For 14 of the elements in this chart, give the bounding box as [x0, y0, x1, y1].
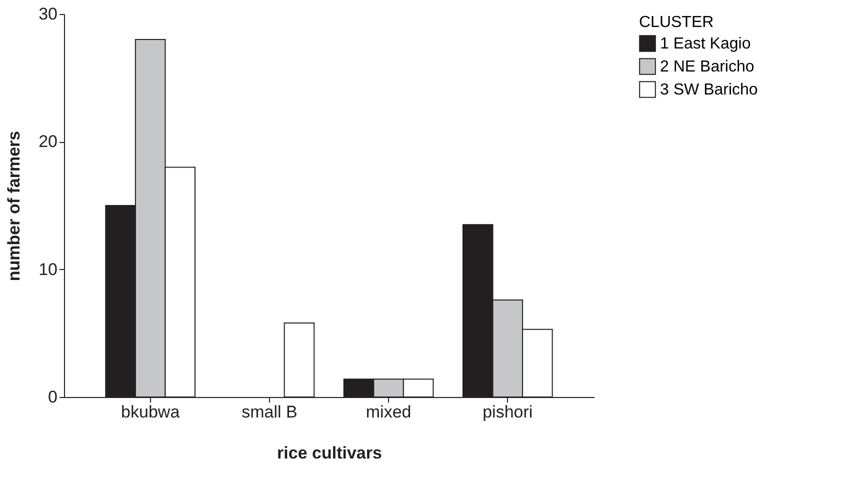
x-tick-label: bkubwa: [121, 402, 180, 422]
y-tick-label: 30: [38, 4, 58, 24]
legend-label: 1 East Kagio: [660, 36, 751, 52]
x-axis-title: rice cultivars: [277, 444, 382, 462]
legend-label: 2 NE Baricho: [660, 58, 754, 76]
y-tick-label: 0: [48, 388, 58, 406]
x-tick-label: pishori: [482, 402, 533, 422]
x-tick-label: small B: [242, 402, 298, 422]
y-tick-label: 10: [38, 260, 58, 279]
y-tick-label: 20: [38, 132, 58, 152]
legend-label: 3 SW Baricho: [660, 82, 758, 98]
y-axis-title: number of farmers: [4, 130, 24, 282]
x-tick-label: mixed: [366, 402, 412, 422]
legend-title: CLUSTER: [639, 14, 714, 31]
